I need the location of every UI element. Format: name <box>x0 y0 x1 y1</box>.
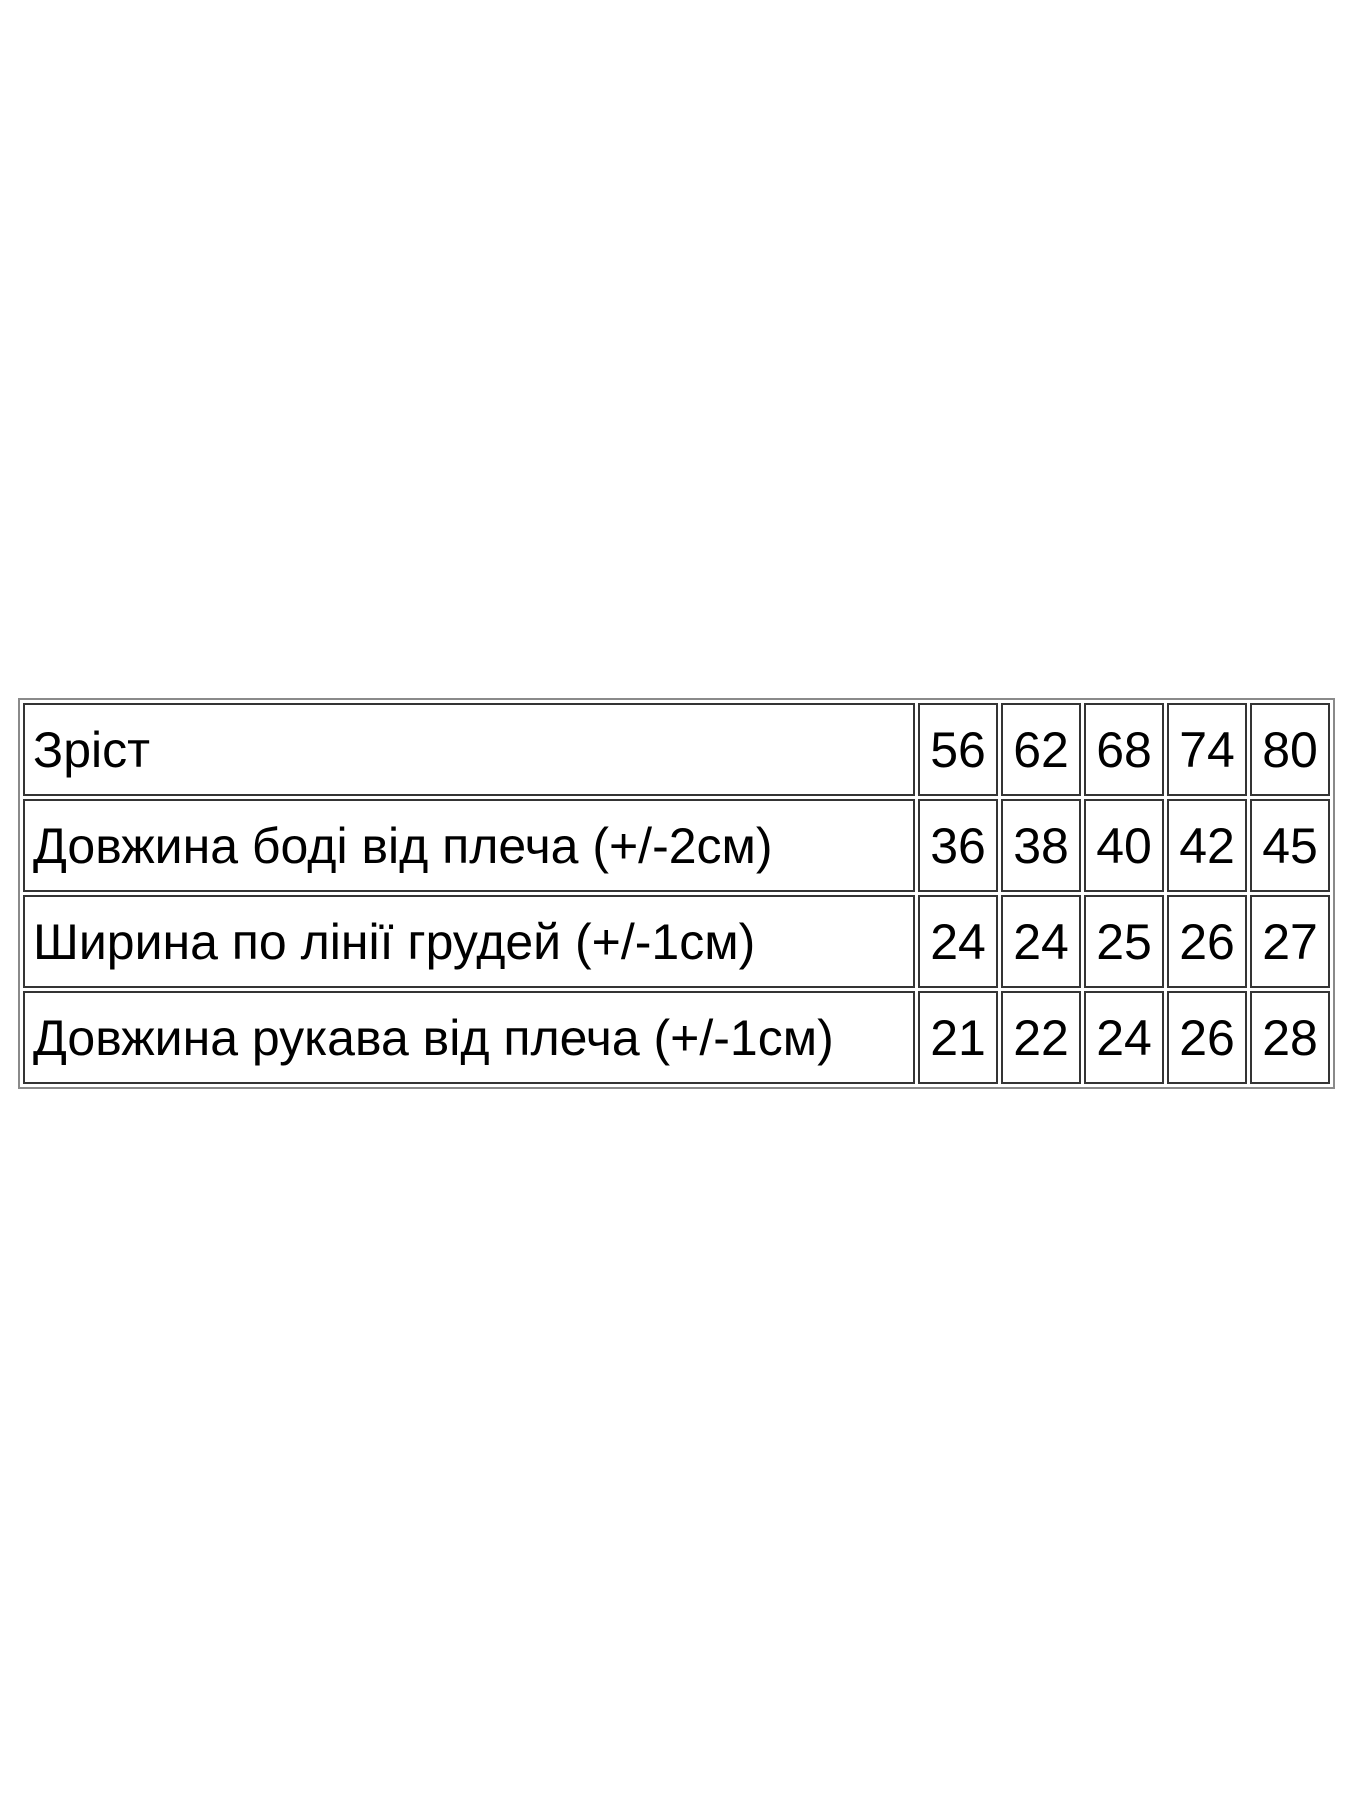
value-cell: 38 <box>1001 799 1081 892</box>
row-label-sleeve-length: Довжина рукава від плеча (+/-1см) <box>23 991 915 1084</box>
value-cell: 42 <box>1167 799 1247 892</box>
value-cell: 56 <box>918 703 998 796</box>
row-label-height: Зріст <box>23 703 915 796</box>
value-cell: 45 <box>1250 799 1330 892</box>
row-label-chest-width: Ширина по лінії грудей (+/-1см) <box>23 895 915 988</box>
value-cell: 80 <box>1250 703 1330 796</box>
value-cell: 21 <box>918 991 998 1084</box>
value-cell: 26 <box>1167 895 1247 988</box>
value-cell: 62 <box>1001 703 1081 796</box>
value-cell: 24 <box>1001 895 1081 988</box>
table-row: Зріст 56 62 68 74 80 <box>23 703 1330 796</box>
value-cell: 24 <box>1084 991 1164 1084</box>
size-chart-table: Зріст 56 62 68 74 80 Довжина боді від пл… <box>18 698 1335 1089</box>
value-cell: 36 <box>918 799 998 892</box>
value-cell: 40 <box>1084 799 1164 892</box>
value-cell: 22 <box>1001 991 1081 1084</box>
value-cell: 68 <box>1084 703 1164 796</box>
table-row: Довжина рукава від плеча (+/-1см) 21 22 … <box>23 991 1330 1084</box>
value-cell: 25 <box>1084 895 1164 988</box>
value-cell: 24 <box>918 895 998 988</box>
value-cell: 28 <box>1250 991 1330 1084</box>
row-label-body-length: Довжина боді від плеча (+/-2см) <box>23 799 915 892</box>
value-cell: 74 <box>1167 703 1247 796</box>
table-row: Довжина боді від плеча (+/-2см) 36 38 40… <box>23 799 1330 892</box>
value-cell: 27 <box>1250 895 1330 988</box>
table-row: Ширина по лінії грудей (+/-1см) 24 24 25… <box>23 895 1330 988</box>
value-cell: 26 <box>1167 991 1247 1084</box>
